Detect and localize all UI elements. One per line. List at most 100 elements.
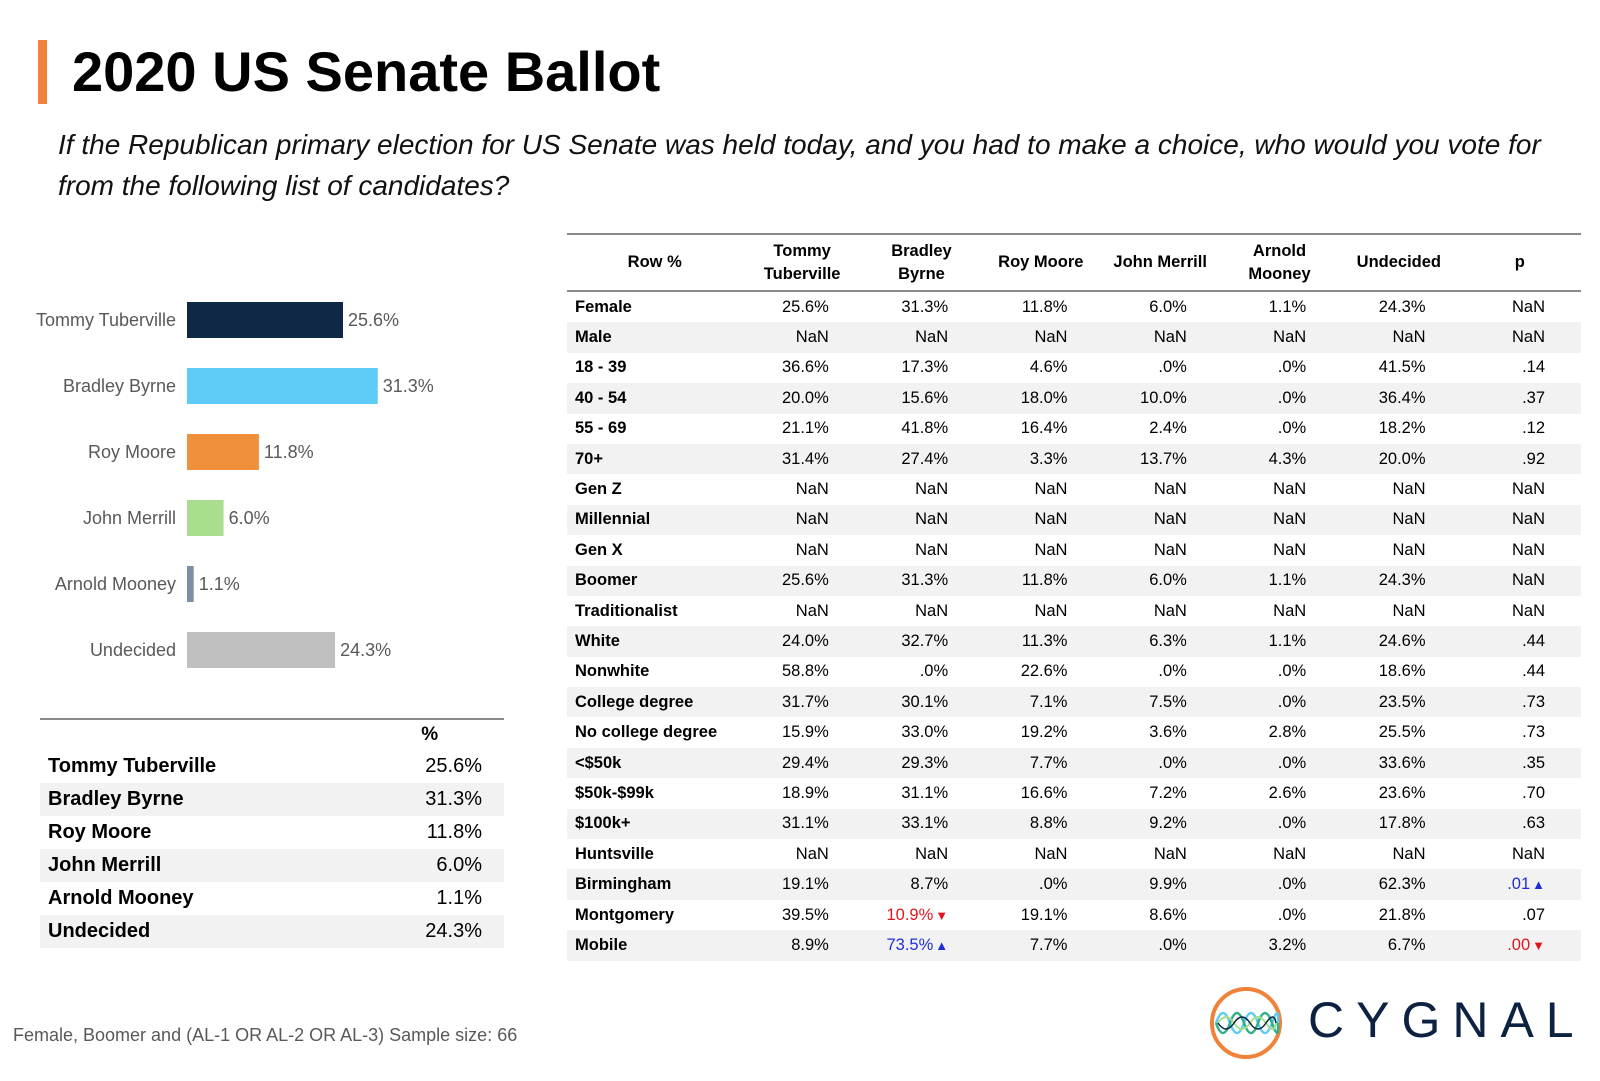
- arrow-up-icon: ▲: [935, 937, 949, 953]
- crosstab-cell: .63: [1458, 808, 1581, 840]
- crosstab-row-label: Gen Z: [575, 480, 622, 499]
- crosstab-cell: .0%: [1219, 383, 1340, 414]
- crosstab-cell: NaN: [915, 601, 949, 620]
- bar-category-label: John Merrill: [83, 508, 176, 528]
- crosstab-cell: NaN: [742, 504, 862, 536]
- crosstab-cell: NaN: [1511, 601, 1545, 620]
- crosstab-cell: 29.3%: [861, 747, 982, 779]
- crosstab-cell: .92: [1458, 443, 1581, 475]
- bar-category-label: Arnold Mooney: [55, 574, 176, 594]
- crosstab-cell: 18.6%: [1378, 662, 1426, 681]
- crosstab-row-label: Gen X: [575, 540, 623, 559]
- summary-row: Undecided 24.3%: [40, 915, 504, 948]
- crosstab-cell: NaN: [1219, 504, 1340, 536]
- crosstab-cell: 15.6%: [861, 383, 982, 414]
- bar-value-label: 6.0%: [229, 508, 270, 528]
- crosstab-cell: .0%: [1277, 419, 1307, 438]
- question-text: If the Republican primary election for U…: [58, 129, 1541, 201]
- crosstab-row: Birmingham 19.1% 8.7% .0% 9.9% .0% 62.3% .01 ▲: [567, 869, 1581, 900]
- crosstab-header: John Merrill: [1100, 233, 1220, 292]
- crosstab-row-label: No college degree: [575, 723, 718, 742]
- crosstab-cell: 33.1%: [861, 808, 982, 840]
- crosstab-cell: 15.9%: [782, 723, 829, 742]
- crosstab-cell: NaN: [1153, 844, 1187, 863]
- crosstab-cell: 24.0%: [742, 626, 862, 657]
- crosstab-cell: 6.7%: [1339, 930, 1459, 961]
- crosstab-cell: NaN: [981, 504, 1101, 536]
- crosstab-cell: 21.8%: [1378, 905, 1426, 924]
- crosstab-row-label: White: [567, 626, 743, 657]
- crosstab-cell: 2.8%: [1268, 723, 1307, 742]
- crosstab-cell: NaN: [1511, 297, 1545, 316]
- crosstab-cell: .0%: [1277, 905, 1307, 924]
- crosstab-row: Boomer 25.6% 31.3% 11.8% 6.0% 1.1% 24.3% NaN: [567, 565, 1581, 596]
- crosstab-row-label: Birmingham: [567, 869, 743, 900]
- crosstab-cell: .00 ▼: [1458, 930, 1581, 961]
- crosstab-cell: NaN: [1219, 322, 1340, 353]
- crosstab-cell: 31.3%: [901, 297, 949, 316]
- crosstab-row: College degree 31.7% 30.1% 7.1% 7.5% .0% 23.5%…: [567, 687, 1581, 718]
- crosstab-cell: NaN: [1511, 540, 1545, 559]
- crosstab-cell: NaN: [1511, 844, 1545, 863]
- crosstab-row: Huntsville NaN NaN NaN NaN NaN NaN NaN: [567, 839, 1581, 869]
- crosstab-cell: 33.6%: [1339, 747, 1459, 779]
- crosstab-row: Nonwhite 58.8% .0% 22.6% .0% .0% 18.6% .44: [567, 657, 1581, 687]
- crosstab-cell: .0%: [1219, 808, 1340, 840]
- summary-value: 25.6%: [425, 755, 482, 777]
- crosstab-row: Traditionalist NaN NaN NaN NaN NaN NaN NaN: [567, 596, 1581, 626]
- crosstab-cell: NaN: [1339, 504, 1459, 536]
- crosstab-cell: 23.5%: [1339, 687, 1459, 718]
- crosstab-cell: 8.6%: [1149, 905, 1187, 924]
- crosstab-cell: 36.6%: [782, 358, 829, 377]
- crosstab-cell: 20.0%: [742, 383, 862, 414]
- crosstab-cell: 20.0%: [1339, 443, 1459, 475]
- crosstab-cell: 31.3%: [861, 565, 982, 596]
- crosstab-row-label: Traditionalist: [575, 601, 678, 620]
- crosstab-cell: 25.5%: [1378, 723, 1426, 742]
- crosstab-row: Gen X NaN NaN NaN NaN NaN NaN NaN: [567, 535, 1581, 565]
- crosstab-cell: 10.0%: [1100, 383, 1220, 414]
- crosstab-cell: 41.8%: [901, 419, 949, 438]
- crosstab-cell: 7.2%: [1149, 783, 1187, 802]
- crosstab-cell: 31.7%: [742, 687, 862, 718]
- crosstab-cell: 3.3%: [981, 443, 1101, 475]
- crosstab-cell: 11.3%: [981, 626, 1101, 657]
- crosstab-cell: 4.3%: [1219, 443, 1340, 475]
- crosstab-row: Millennial NaN NaN NaN NaN NaN NaN NaN: [567, 504, 1581, 536]
- crosstab-cell: 32.7%: [861, 626, 982, 657]
- crosstab-row-label: 18 - 39: [575, 358, 627, 377]
- page-title: 2020 US Senate Ballot: [72, 40, 661, 103]
- crosstab-cell: NaN: [1392, 480, 1426, 499]
- crosstab-table: Row % Tommy Tuberville Bradley Byrne Roy Mo…: [567, 233, 1581, 961]
- crosstab-row: <$50k 29.4% 29.3% 7.7% .0% .0% 33.6% .35: [567, 747, 1581, 779]
- crosstab-cell: 7.1%: [981, 687, 1101, 718]
- significance-value: .00: [1507, 935, 1531, 954]
- crosstab-cell: 7.7%: [981, 930, 1101, 961]
- crosstab-cell: NaN: [1153, 540, 1187, 559]
- crosstab-cell: NaN: [1100, 322, 1220, 353]
- summary-value: 1.1%: [436, 887, 482, 909]
- crosstab-cell: 4.6%: [1029, 358, 1068, 377]
- crosstab-cell: .14: [1522, 358, 1545, 377]
- crosstab-cell: 24.3%: [1378, 297, 1426, 316]
- crosstab-cell: 33.0%: [901, 723, 949, 742]
- crosstab-row-label: 55 - 69: [575, 419, 627, 438]
- crosstab-cell: .0%: [1219, 869, 1340, 900]
- crosstab-cell: 25.6%: [782, 297, 829, 316]
- crosstab-row-label: Mobile: [567, 930, 743, 961]
- crosstab-row-label: Huntsville: [575, 844, 654, 863]
- crosstab-cell: .12: [1522, 419, 1545, 438]
- crosstab-cell: 7.5%: [1100, 687, 1220, 718]
- crosstab-cell: 16.4%: [1020, 419, 1068, 438]
- crosstab-cell: NaN: [915, 844, 949, 863]
- crosstab-cell: 29.4%: [742, 747, 862, 779]
- crosstab-cell: 31.4%: [742, 443, 862, 475]
- crosstab-cell: NaN: [1273, 540, 1307, 559]
- crosstab-cell: 2.6%: [1268, 783, 1307, 802]
- bar-value-label: 1.1%: [199, 574, 240, 594]
- crosstab-cell: 39.5%: [782, 905, 829, 924]
- crosstab-cell: 31.1%: [742, 808, 862, 840]
- significance-value: 10.9%: [886, 905, 934, 924]
- crosstab-cell: 41.5%: [1378, 358, 1426, 377]
- crosstab-cell: 3.2%: [1219, 930, 1340, 961]
